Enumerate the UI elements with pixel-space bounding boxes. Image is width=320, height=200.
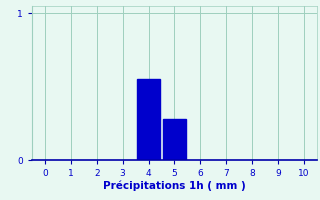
- Bar: [137, 79, 160, 160]
- X-axis label: Précipitations 1h ( mm ): Précipitations 1h ( mm ): [103, 181, 246, 191]
- Bar: [163, 119, 186, 160]
